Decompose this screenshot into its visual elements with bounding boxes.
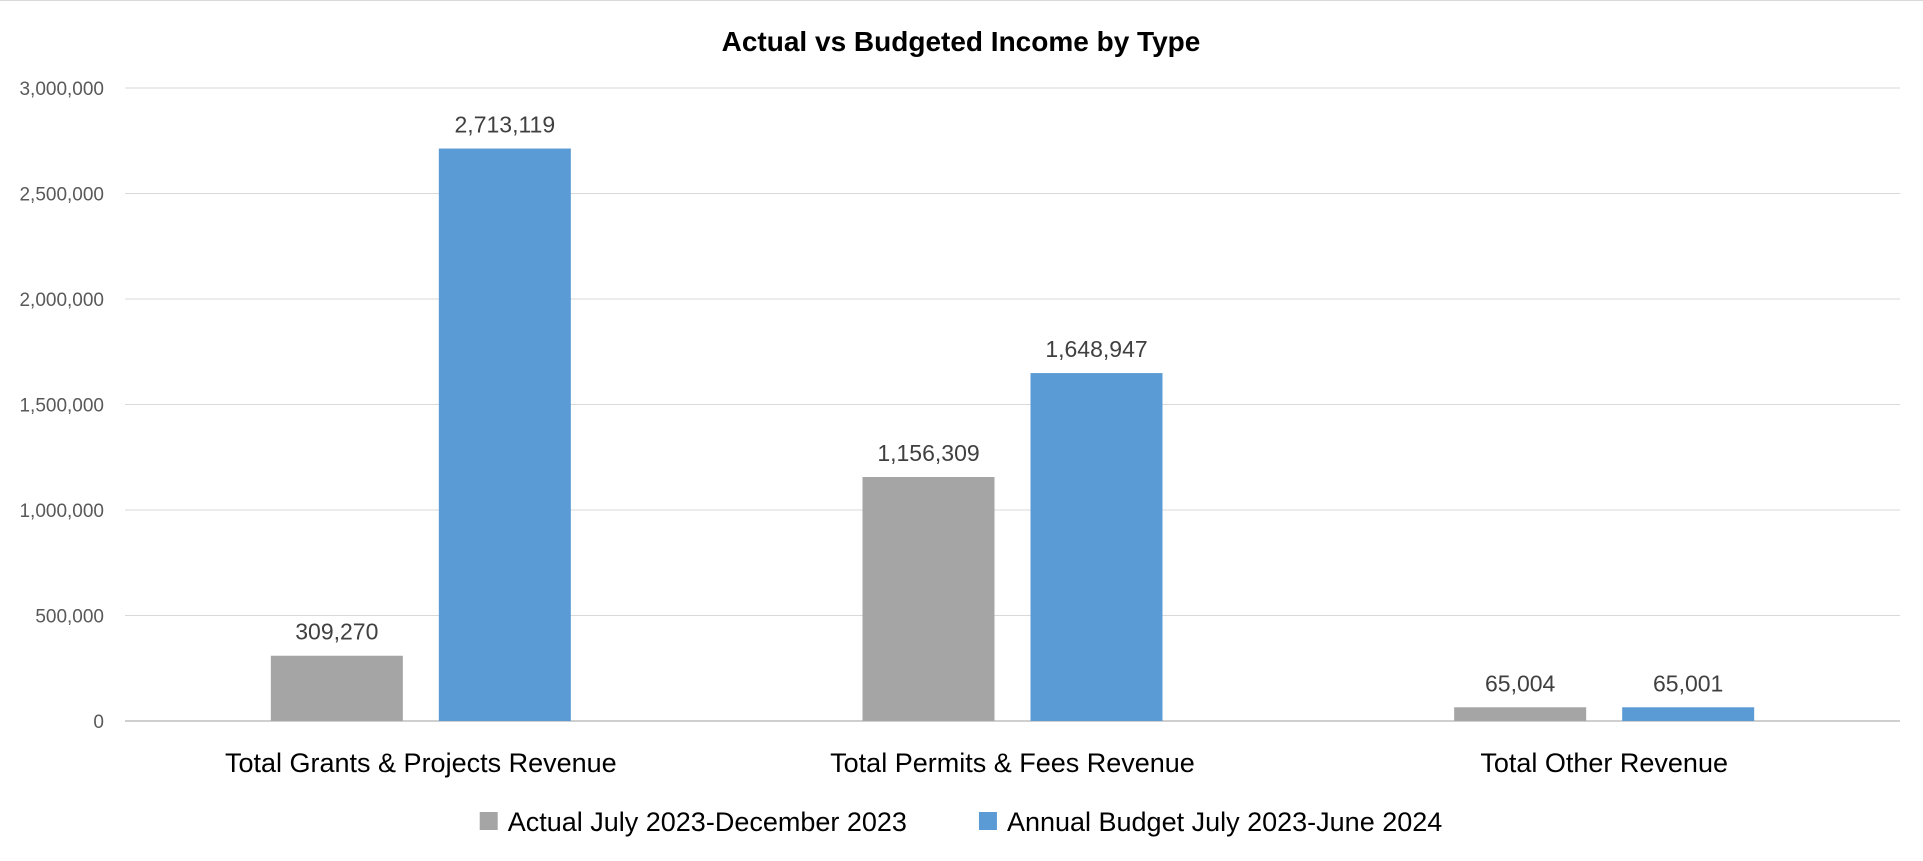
- data-label: 1,648,947: [1045, 336, 1147, 362]
- x-tick-label: Total Permits & Fees Revenue: [830, 748, 1195, 778]
- legend-item-series-1: Actual July 2023-December 2023: [479, 807, 907, 837]
- legend-swatch: [978, 812, 997, 830]
- x-tick-label: Total Grants & Projects Revenue: [225, 748, 617, 778]
- bar-total-other-revenue-series-2: [1622, 707, 1755, 721]
- y-tick-label: 1,000,000: [19, 501, 104, 522]
- gridlines: [125, 87, 1900, 722]
- bar-total-permits-and-fees-revenue-series-1: [862, 477, 995, 721]
- x-tick-label: Total Other Revenue: [1480, 748, 1728, 778]
- y-tick-label: 0: [93, 712, 104, 733]
- data-label: 65,004: [1485, 670, 1556, 696]
- y-axis-tick-labels: 0 500,000 1,000,000 1,500,000 2,000,000 2,500…: [19, 79, 104, 733]
- data-label: 1,156,309: [877, 440, 979, 466]
- y-tick-label: 2,500,000: [19, 185, 104, 206]
- y-tick-label: 3,000,000: [19, 79, 104, 100]
- bar-total-permits-and-fees-revenue-series-2: [1030, 373, 1163, 721]
- bar-total-grants-and-projects-revenue-series-2: [438, 148, 571, 722]
- y-tick-label: 1,500,000: [19, 396, 104, 417]
- legend-item-series-2: Annual Budget July 2023-June 2024: [978, 807, 1442, 837]
- bar-total-grants-and-projects-revenue-series-1: [270, 655, 403, 721]
- bar-total-other-revenue-series-1: [1454, 707, 1587, 721]
- legend-label: Annual Budget July 2023-June 2024: [1007, 807, 1442, 837]
- data-label: 65,001: [1653, 670, 1723, 696]
- data-labels: 309,270 2,713,119 1,156,309 1,648,947 65,004…: [295, 112, 1723, 697]
- data-label: 309,270: [295, 619, 378, 645]
- data-label: 2,713,119: [455, 112, 556, 138]
- bars: [270, 148, 1755, 722]
- legend-label: Actual July 2023-December 2023: [508, 807, 907, 837]
- chart-title: Actual vs Budgeted Income by Type: [722, 26, 1201, 57]
- x-axis-tick-labels: Total Grants & Projects Revenue Total Per…: [225, 748, 1728, 778]
- y-tick-label: 2,000,000: [19, 290, 104, 311]
- y-tick-label: 500,000: [35, 607, 104, 628]
- legend: Actual July 2023-December 2023 Annual Bud…: [479, 807, 1442, 837]
- legend-swatch: [479, 812, 498, 830]
